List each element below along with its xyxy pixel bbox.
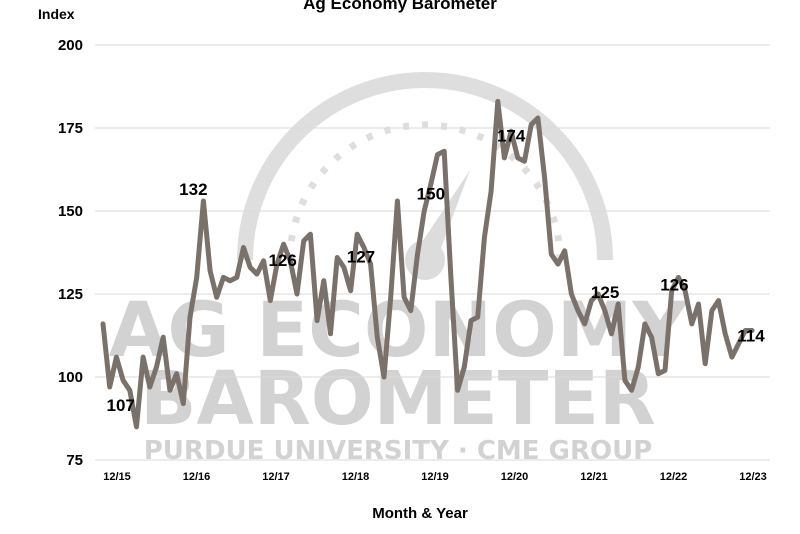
x-tick-12-22: 12/22 xyxy=(660,471,688,483)
y-tick-200: 200 xyxy=(58,37,83,54)
y-tick-175: 175 xyxy=(58,120,83,137)
data-label-114: 114 xyxy=(737,327,765,346)
data-label-126: 126 xyxy=(268,251,296,270)
x-tick-12-20: 12/20 xyxy=(501,471,529,483)
watermark-line2: BAROMETER xyxy=(140,356,656,442)
watermark-line3: PURDUE UNIVERSITY · CME GROUP xyxy=(144,436,653,466)
series-layer xyxy=(100,98,755,430)
index-line xyxy=(100,98,755,430)
y-tick-125: 125 xyxy=(58,286,83,303)
data-label-150: 150 xyxy=(417,184,445,203)
x-tick-12-23: 12/23 xyxy=(739,471,767,483)
data-label-132: 132 xyxy=(179,180,207,199)
x-tick-12-19: 12/19 xyxy=(421,471,449,483)
data-label-174: 174 xyxy=(497,126,526,145)
y-tick-75: 75 xyxy=(66,452,83,469)
y-tick-labels: 75 100 125 150 175 200 xyxy=(58,37,83,469)
y-tick-100: 100 xyxy=(58,369,83,386)
x-axis-label: Month & Year xyxy=(372,505,468,522)
x-tick-12-15: 12/15 xyxy=(103,471,131,483)
data-label-127: 127 xyxy=(347,248,375,267)
data-label-126: 126 xyxy=(660,275,688,294)
x-tick-12-16: 12/16 xyxy=(183,471,211,483)
x-tick-12-17: 12/17 xyxy=(262,471,290,483)
x-tick-12-18: 12/18 xyxy=(342,471,370,483)
y-axis-label: Index xyxy=(38,6,75,22)
data-label-107: 107 xyxy=(107,396,135,415)
gridlines xyxy=(95,44,770,461)
chart-title: Ag Economy Barometer xyxy=(303,0,497,13)
x-tick-labels: 12/15 12/16 12/17 12/18 12/19 12/20 12/21 12/22… xyxy=(103,471,767,483)
data-label-125: 125 xyxy=(591,283,619,302)
gauge-icon xyxy=(237,72,613,280)
data-labels-layer: 107 132 126 127 150 174 125 126 114 xyxy=(107,126,766,415)
y-tick-150: 150 xyxy=(58,203,83,220)
x-tick-12-21: 12/21 xyxy=(580,471,608,483)
